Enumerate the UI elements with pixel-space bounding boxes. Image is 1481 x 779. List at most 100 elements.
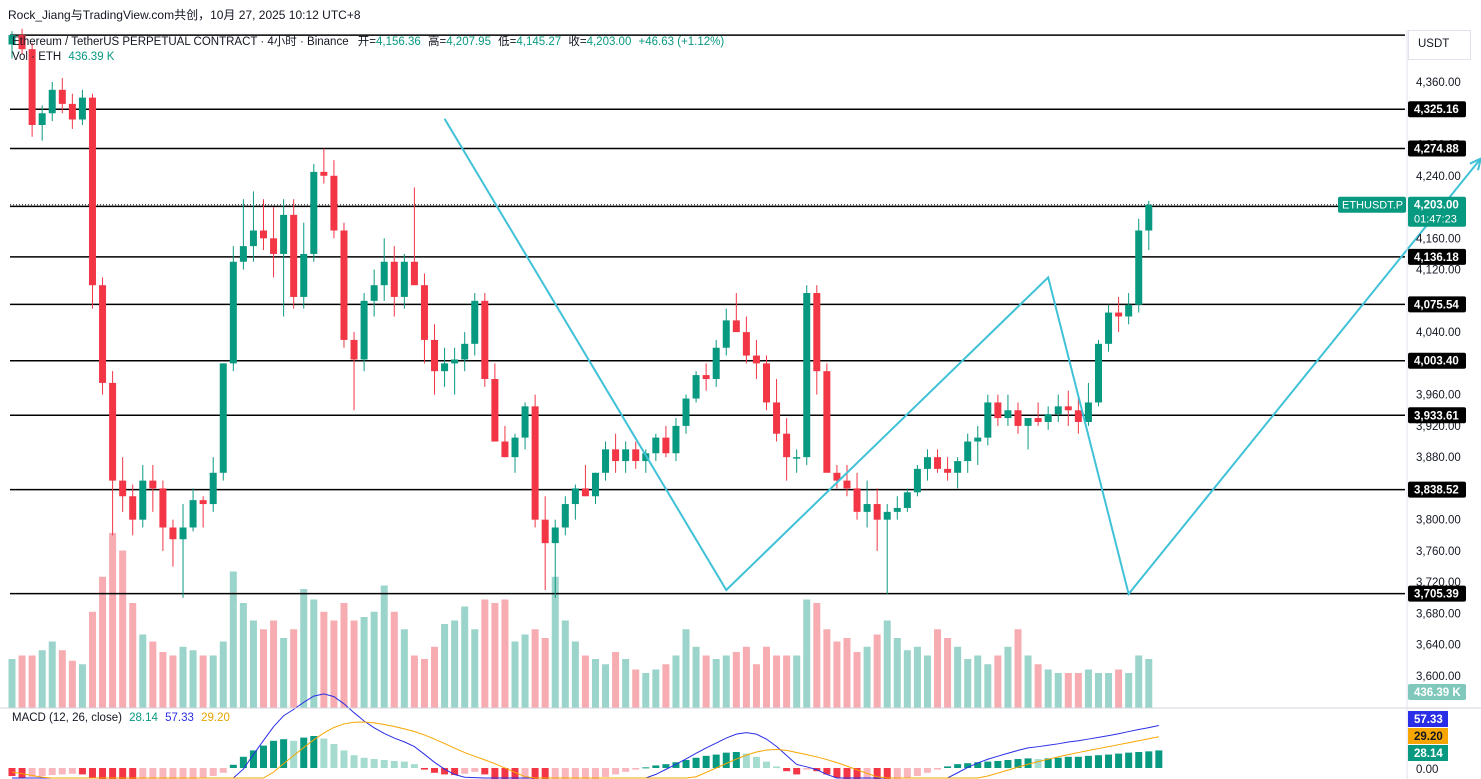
volume-bar (531, 629, 539, 708)
macd-histogram-bar (752, 756, 760, 768)
level-label: 4,075.54 (1414, 299, 1459, 311)
candle-body (129, 496, 137, 520)
macd-histogram-bar (380, 760, 388, 768)
macd-histogram-bar (260, 745, 267, 768)
volume-bar (642, 673, 650, 708)
macd-histogram-bar (431, 768, 439, 773)
candle-body (652, 437, 660, 454)
level-label: 4,136.18 (1414, 252, 1459, 264)
macd-histogram-bar (481, 768, 489, 775)
volume-bar (763, 646, 770, 708)
macd-histogram-bar (853, 768, 861, 779)
macd-histogram-bar (662, 764, 670, 768)
volume-bar (451, 620, 459, 708)
candle-body (1004, 410, 1012, 419)
level-label-bg (1408, 352, 1466, 369)
volume-bar (571, 641, 579, 708)
macd-histogram-bar (1115, 753, 1123, 768)
candle-body (813, 293, 821, 372)
macd-histogram-bar (632, 768, 640, 770)
macd-histogram-bar (722, 752, 730, 768)
macd-histogram-bar (149, 768, 157, 779)
candle-body (1064, 406, 1072, 411)
price-tick-label: 3,960.00 (1416, 390, 1461, 402)
volume-bar (692, 646, 700, 708)
volume-bar (923, 655, 931, 708)
macd-histogram-bar (28, 768, 36, 777)
macd-histogram-bar (803, 768, 811, 770)
candle-body (119, 480, 127, 497)
candle-body (511, 437, 519, 458)
volume-bar (833, 641, 841, 708)
volume-bar (1004, 646, 1012, 708)
macd-histogram-bar (783, 768, 791, 772)
macd-histogram-bar (1084, 755, 1092, 768)
candle-body (461, 343, 469, 360)
volume-bar (38, 650, 46, 708)
volume-bar (471, 629, 479, 708)
volume-bar (702, 655, 710, 708)
candle-body (380, 261, 388, 286)
candle-body (239, 246, 247, 262)
volume-bar (581, 655, 589, 708)
volume-bar (209, 655, 217, 708)
current-price-label: 4,203.00 (1414, 200, 1459, 212)
volume-bar (793, 655, 801, 708)
candle-body (410, 261, 418, 286)
macd-histogram-bar (602, 768, 610, 777)
macd-histogram-bar (1034, 759, 1042, 768)
candle-body (68, 103, 76, 120)
volume-bar (109, 533, 117, 708)
volume-bar (310, 599, 318, 708)
price-tick-label: 3,760.00 (1416, 546, 1461, 558)
candle-body (280, 214, 288, 254)
macd-histogram-bar (290, 740, 298, 768)
macd-histogram-bar (1145, 751, 1153, 768)
candle-body (984, 402, 992, 438)
candle-body (521, 406, 529, 438)
volume-bar (1014, 629, 1022, 708)
volume-bar (380, 585, 388, 708)
level-label: 4,003.40 (1414, 356, 1459, 368)
candle-body (571, 488, 579, 505)
volume-bar (1024, 655, 1032, 708)
currency-selector[interactable]: USDT (1408, 30, 1471, 60)
candle-body (994, 402, 1002, 419)
macd-histogram-bar (561, 768, 569, 779)
candle-body (863, 504, 871, 512)
macd-histogram-bar (420, 768, 428, 770)
candle-body (219, 363, 227, 473)
candle-body (209, 472, 217, 505)
macd-histogram-bar (229, 764, 237, 768)
candle-body (169, 527, 177, 540)
macd-histogram-bar (58, 768, 66, 775)
macd-histogram-bar (88, 768, 96, 778)
volume-bar (551, 576, 559, 708)
candle-body (370, 285, 378, 301)
macd-histogram-bar (1135, 752, 1143, 768)
level-label-bg (1408, 140, 1466, 157)
candle-body (793, 457, 801, 459)
level-label: 4,274.88 (1414, 144, 1459, 156)
volume-bar (219, 641, 227, 708)
volume-bar (28, 655, 36, 708)
level-label: 3,838.52 (1414, 485, 1459, 497)
volume-bar (591, 659, 599, 708)
macd-histogram-bar (883, 768, 891, 779)
candle-body (400, 261, 408, 297)
candle-body (99, 285, 107, 383)
volume-bar (843, 638, 851, 708)
macd-histogram-bar (38, 768, 46, 777)
candle-body (1054, 406, 1062, 415)
candle-body (602, 449, 610, 473)
volume-bar (1064, 673, 1072, 708)
price-tag-bg (1408, 196, 1466, 227)
price-tick-label: 3,800.00 (1416, 515, 1461, 527)
candle-body (612, 449, 620, 462)
macd-histogram-bar (652, 765, 660, 768)
macd-histogram-bar (843, 768, 851, 779)
candle-body (632, 449, 640, 462)
volume-bar (501, 599, 509, 708)
